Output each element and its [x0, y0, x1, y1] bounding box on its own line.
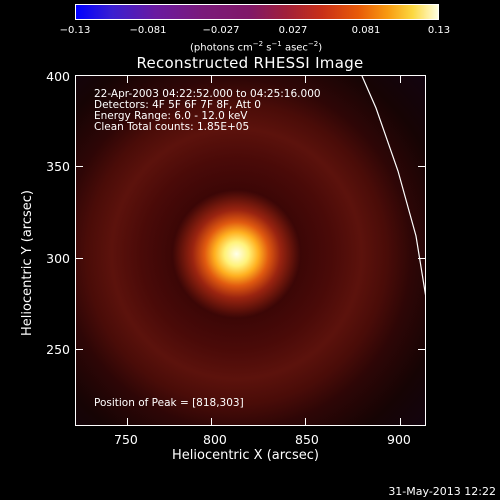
- colorbar-tick-label: 0.13: [427, 25, 451, 36]
- x-tick-mark: [127, 418, 128, 426]
- colorbar-gradient: [76, 5, 438, 19]
- peak-position-label: Position of Peak = [818,303]: [94, 397, 244, 409]
- x-tick-mark: [400, 75, 401, 83]
- info-time-range: 22-Apr-2003 04:22:52.000 to 04:25:16.000: [94, 88, 321, 100]
- colorbar-tick-label: 0.081: [351, 25, 381, 36]
- x-tick-label: 750: [114, 432, 138, 447]
- solar-limb-line: [361, 76, 425, 296]
- x-tick-mark: [211, 75, 212, 83]
- info-detectors: Detectors: 4F 5F 6F 7F 8F, Att 0: [94, 99, 261, 111]
- colorbar-tick-label: −0.027: [202, 25, 240, 36]
- y-axis-title: Heliocentric Y (arcsec): [20, 190, 35, 336]
- x-tick-label: 900: [387, 432, 411, 447]
- timestamp-footer: 31-May-2013 12:22: [388, 485, 496, 498]
- info-energy-range: Energy Range: 6.0 - 12.0 keV: [94, 110, 248, 122]
- y-tick-label: 250: [46, 342, 70, 357]
- y-tick-mark: [418, 166, 426, 167]
- colorbar-tick-label: −0.081: [129, 25, 167, 36]
- x-tick-label: 850: [295, 432, 319, 447]
- colorbar-tick-label: 0.027: [278, 25, 308, 36]
- info-counts: Clean Total counts: 1.85E+05: [94, 121, 250, 133]
- colorbar: [75, 4, 439, 20]
- x-axis-title: Heliocentric X (arcsec): [172, 448, 319, 463]
- y-tick-mark: [75, 258, 83, 259]
- x-tick-mark: [305, 75, 306, 83]
- y-tick-label: 350: [46, 159, 70, 174]
- y-tick-mark: [418, 349, 426, 350]
- x-tick-label: 800: [203, 432, 227, 447]
- x-tick-mark: [127, 75, 128, 83]
- y-tick-mark: [75, 166, 83, 167]
- colorbar-units: (photons cm−2 s−1 asec−2): [190, 40, 323, 54]
- rhessi-image: [76, 76, 425, 425]
- y-tick-mark: [418, 258, 426, 259]
- solar-image-plot: 22-Apr-2003 04:22:52.000 to 04:25:16.000…: [75, 75, 426, 426]
- y-tick-mark: [75, 349, 83, 350]
- y-tick-label: 400: [46, 69, 70, 84]
- x-tick-mark: [305, 418, 306, 426]
- x-tick-mark: [211, 418, 212, 426]
- image-title: Reconstructed RHESSI Image: [136, 54, 364, 72]
- x-tick-mark: [400, 418, 401, 426]
- y-tick-label: 300: [46, 251, 70, 266]
- colorbar-tick-label: −0.13: [59, 25, 91, 36]
